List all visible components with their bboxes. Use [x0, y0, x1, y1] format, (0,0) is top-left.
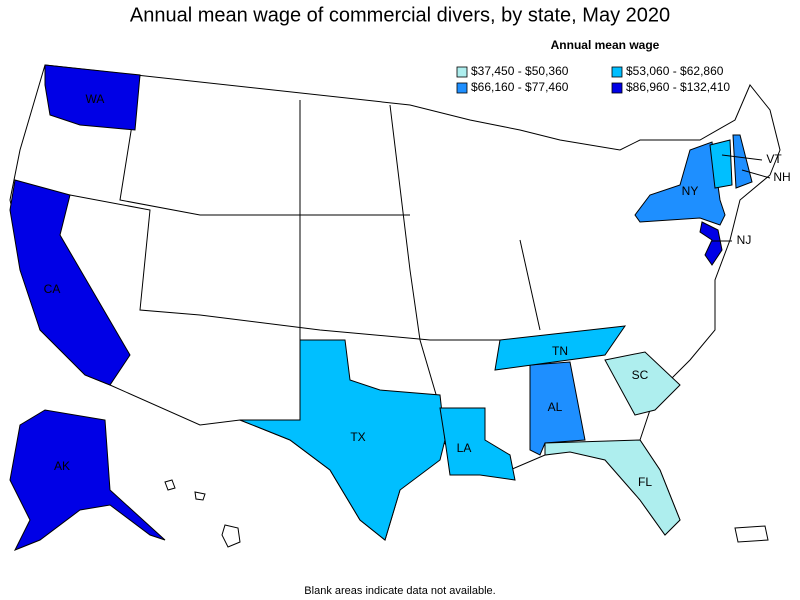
- state: [709, 139, 733, 189]
- state: [44, 64, 141, 131]
- state: [439, 407, 516, 481]
- state: [9, 409, 166, 551]
- state-label: NJ: [737, 233, 752, 247]
- legend-label: $86,960 - $132,410: [626, 80, 730, 94]
- hawaii: [221, 524, 241, 548]
- hawaii: [164, 479, 176, 491]
- state-label: TX: [350, 430, 365, 444]
- state: [604, 351, 681, 416]
- footnote: Blank areas indicate data not available.: [304, 585, 495, 597]
- state-borders: [69, 194, 500, 341]
- puerto-rico: [734, 525, 769, 543]
- state: [732, 134, 753, 189]
- state: [239, 339, 446, 541]
- state: [634, 141, 726, 226]
- state-label: TN: [552, 344, 568, 358]
- state-borders: [519, 239, 541, 331]
- legend: $37,450 - $50,360 $53,060 - $62,860 $66,16…: [456, 64, 730, 94]
- states: WA CA AK TX LA AL TN SC FL NY VT NH NJ: [9, 64, 791, 551]
- leader-line: [741, 169, 771, 179]
- state: [699, 221, 723, 266]
- legend-title: Annual mean wage: [551, 38, 660, 52]
- legend-label: $66,160 - $77,460: [471, 80, 569, 94]
- state-label: NY: [682, 184, 699, 198]
- legend-swatch: [456, 66, 468, 78]
- leader-line: [721, 154, 763, 161]
- legend-swatch: [611, 66, 623, 78]
- map-title: Annual mean wage of commercial divers, b…: [130, 4, 670, 26]
- legend-label: $37,450 - $50,360: [471, 64, 569, 78]
- state-label: SC: [632, 368, 649, 382]
- state-label: NH: [773, 170, 790, 184]
- state-label: AL: [548, 400, 563, 414]
- state-label: WA: [86, 92, 105, 106]
- state: [494, 325, 627, 371]
- state-borders: [389, 104, 441, 409]
- state-label: FL: [638, 475, 652, 489]
- legend-swatch: [456, 82, 468, 94]
- state-label: VT: [766, 152, 782, 166]
- legend-swatch: [611, 82, 623, 94]
- state-label: LA: [457, 441, 472, 455]
- state-borders: [119, 74, 410, 216]
- state: [544, 439, 681, 536]
- state: [9, 179, 131, 386]
- legend-label: $53,060 - $62,860: [626, 64, 724, 78]
- state-label: AK: [54, 459, 70, 473]
- state-label: CA: [44, 282, 61, 296]
- hawaii: [194, 491, 206, 501]
